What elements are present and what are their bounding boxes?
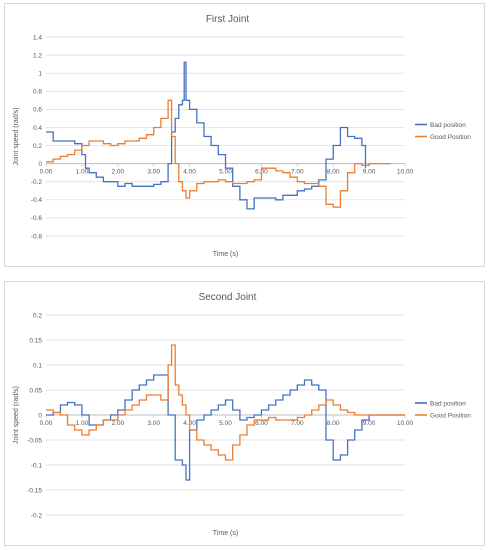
x-tick-label: 4.00 <box>183 169 196 176</box>
chart-second-joint: Second Joint -0.2 -0.15 -0.1 -0.05 0 0.05 0.1 0.… <box>4 281 485 546</box>
y-tick-label: 0.6 <box>33 107 42 114</box>
legend-label: Good Position <box>430 134 471 141</box>
chart-svg: Second Joint -0.2 -0.15 -0.1 -0.05 0 0.05 0.1 0.… <box>13 292 471 537</box>
x-tick-label: 9.00 <box>363 169 376 176</box>
y-tick-label: 1 <box>38 70 42 77</box>
y-tick-label: -0.05 <box>27 437 42 444</box>
x-tick-label: 6.00 <box>255 420 268 427</box>
x-tick-label: 1.00 <box>76 420 89 427</box>
x-tick-label: 2.00 <box>111 169 124 176</box>
y-tick-label: 0.8 <box>33 89 42 96</box>
y-tick-label: 0 <box>38 412 42 419</box>
y-axis-label: Joint speed (rad/s) <box>13 108 20 166</box>
y-tick-label: 0.05 <box>29 387 42 394</box>
x-tick-label: 7.00 <box>291 169 304 176</box>
y-tick-label: -0.8 <box>31 233 43 240</box>
x-axis-label: Time (s) <box>213 251 238 258</box>
y-tick-label: 1.2 <box>33 52 42 59</box>
y-tick-label: 0.1 <box>33 362 42 369</box>
y-tick-label: 0.4 <box>33 125 42 132</box>
legend-label: Bad position <box>430 400 466 407</box>
x-tick-label: 1.00 <box>76 169 89 176</box>
y-tick-label: 0.15 <box>29 337 42 344</box>
y-tick-label: 0.2 <box>33 312 42 319</box>
x-tick-label: 3.00 <box>147 420 160 427</box>
x-tick-label: 9.00 <box>363 420 376 427</box>
series-line-good-position <box>46 344 405 461</box>
x-tick-label: 5.00 <box>219 169 232 176</box>
chart-svg: First Joint -0.8 -0.6 -0.4 -0.2 0 0.2 0.4 0.6 0.8… <box>13 14 471 258</box>
y-tick-label: 1.4 <box>33 34 42 41</box>
x-tick-label: 0.00 <box>40 169 53 176</box>
x-tick-label: 8.00 <box>327 420 340 427</box>
x-tick-label: 7.00 <box>291 420 304 427</box>
y-tick-label: -0.2 <box>31 179 43 186</box>
y-tick-label: -0.6 <box>31 215 43 222</box>
x-tick-label: 10.00 <box>397 169 414 176</box>
x-tick-label: 2.00 <box>111 420 124 427</box>
legend-label: Good Position <box>430 412 471 419</box>
y-tick-label: 0 <box>38 161 42 168</box>
y-tick-label: -0.2 <box>31 512 43 519</box>
x-tick-label: 0.00 <box>40 420 53 427</box>
y-tick-label: -0.15 <box>27 487 42 494</box>
chart-title: First Joint <box>206 14 250 25</box>
x-tick-label: 3.00 <box>147 169 160 176</box>
series-line-bad-position <box>46 374 405 481</box>
y-tick-label: 0.2 <box>33 143 42 150</box>
legend-label: Bad position <box>430 122 466 129</box>
x-axis-label: Time (s) <box>213 530 238 537</box>
series-line-bad-position <box>46 61 367 210</box>
y-axis-label: Joint speed (rad/s) <box>13 386 20 444</box>
x-tick-label: 8.00 <box>327 169 340 176</box>
y-tick-label: -0.1 <box>31 462 43 469</box>
x-tick-label: 10.00 <box>397 420 414 427</box>
series-line-good-position <box>46 99 391 208</box>
y-tick-label: -0.4 <box>31 197 43 204</box>
chart-first-joint: First Joint -0.8 -0.6 -0.4 -0.2 0 0.2 0.4 0.6 0.8… <box>4 3 485 267</box>
x-tick-label: 5.00 <box>219 420 232 427</box>
chart-title: Second Joint <box>199 292 257 303</box>
